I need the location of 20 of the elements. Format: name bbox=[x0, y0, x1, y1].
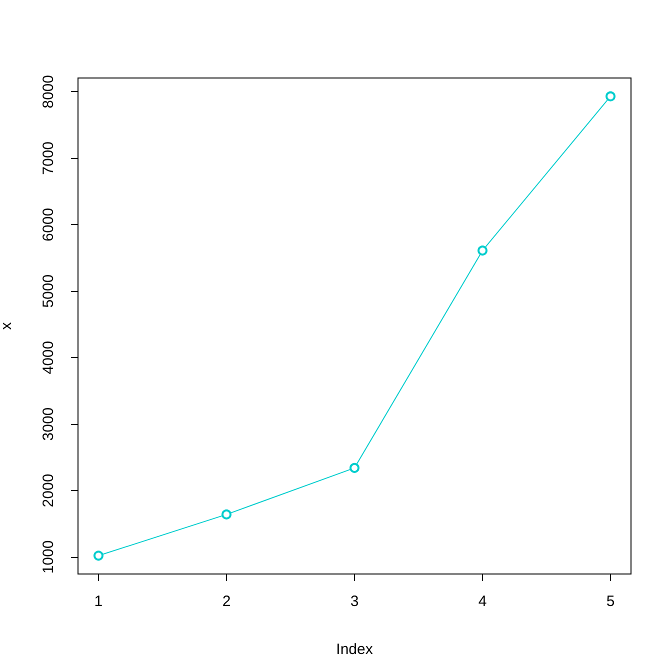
point bbox=[478, 246, 488, 256]
point bbox=[93, 550, 104, 561]
y-tick-label: 8000 bbox=[40, 75, 57, 108]
y-tick-label: 1000 bbox=[40, 540, 57, 574]
point bbox=[350, 462, 360, 473]
point bbox=[606, 91, 616, 102]
y-tick-label: 4000 bbox=[40, 340, 57, 374]
x-tick-label: 1 bbox=[94, 593, 103, 610]
y-tick-label: 6000 bbox=[40, 208, 57, 242]
x-axis-title: Index bbox=[336, 641, 374, 658]
x-tick-label: 4 bbox=[478, 593, 487, 610]
point bbox=[222, 509, 232, 520]
y-tick-label: 2000 bbox=[40, 474, 57, 508]
x-tick-label: 5 bbox=[606, 593, 615, 610]
y-tick-label: 3000 bbox=[40, 407, 57, 441]
y-tick-label: 5000 bbox=[40, 274, 57, 308]
y-tick-label: 7000 bbox=[40, 141, 57, 175]
y-axis-title: x bbox=[0, 322, 15, 330]
x-tick-label: 2 bbox=[222, 593, 231, 610]
x-tick-label: 3 bbox=[350, 593, 359, 610]
